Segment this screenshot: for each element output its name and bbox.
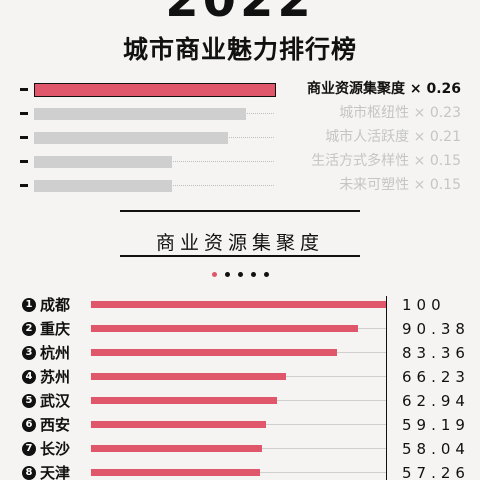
value-label: 100 (402, 296, 446, 314)
value-label: 57.26 (402, 464, 470, 480)
indicator-bar (34, 132, 228, 144)
section-divider-top (120, 210, 360, 212)
chart-row: 7 长沙 58.04 (0, 438, 480, 462)
value-label: 83.36 (402, 344, 470, 362)
chart-max-line (386, 296, 387, 480)
chart-leader-line (260, 472, 386, 473)
rank-badge: 2 (22, 322, 36, 336)
indicator-bar (34, 156, 172, 168)
year-heading: 2022 (165, 0, 315, 28)
city-label: 西安 (40, 416, 71, 434)
city-label: 成都 (40, 296, 71, 314)
rank-badge: 3 (22, 346, 36, 360)
indicator-row[interactable]: 未来可塑性 × 0.15 (0, 174, 480, 196)
rank-badge: 7 (22, 442, 36, 456)
city-label: 长沙 (40, 440, 71, 458)
indicator-row[interactable]: 生活方式多样性 × 0.15 (0, 150, 480, 172)
indicator-row[interactable]: 城市枢纽性 × 0.23 (0, 102, 480, 124)
chart-leader-line (277, 400, 386, 401)
chart-bar (91, 301, 386, 308)
indicator-dash (20, 88, 28, 91)
indicator-bar (34, 108, 246, 120)
indicator-label: 未来可塑性 × 0.15 (339, 177, 461, 193)
section-divider-bottom (120, 255, 360, 257)
chart-row: 5 武汉 62.94 (0, 390, 480, 414)
chart-row: 8 天津 57.26 (0, 462, 480, 480)
indicator-label: 生活方式多样性 × 0.15 (311, 153, 461, 169)
chart-row: 6 西安 59.19 (0, 414, 480, 438)
chart-row: 3 杭州 83.36 (0, 342, 480, 366)
pagination-dot[interactable] (211, 272, 217, 277)
city-label: 天津 (40, 464, 71, 480)
value-label: 58.04 (402, 440, 470, 458)
value-label: 59.19 (402, 416, 470, 434)
chart-bar (91, 469, 260, 476)
chart-leader-line (358, 328, 386, 329)
indicator-label: 城市枢纽性 × 0.23 (339, 105, 461, 121)
indicator-dash (20, 184, 28, 187)
pagination-dot[interactable] (237, 272, 243, 277)
chart-bar (91, 325, 358, 332)
page-title: 城市商业魅力排行榜 (122, 35, 357, 64)
city-label: 重庆 (40, 320, 71, 338)
chart-bar (91, 445, 262, 452)
pagination-dots (0, 262, 480, 281)
pagination-dot[interactable] (250, 272, 256, 277)
indicator-label: 商业资源集聚度 × 0.26 (306, 81, 461, 97)
chart-leader-line (286, 376, 386, 377)
value-label: 90.38 (402, 320, 470, 338)
indicator-dash (20, 160, 28, 163)
indicator-dash (20, 112, 28, 115)
chart-row: 2 重庆 90.38 (0, 318, 480, 342)
value-label: 66.23 (402, 368, 470, 386)
value-label: 62.94 (402, 392, 470, 410)
indicator-row[interactable]: 商业资源集聚度 × 0.26 (0, 78, 480, 100)
chart-bar (91, 349, 337, 356)
section-title: 商业资源集聚度 (155, 232, 324, 254)
chart-row: 1 成都 100 (0, 294, 480, 318)
rank-badge: 5 (22, 394, 36, 408)
rank-badge: 4 (22, 370, 36, 384)
chart-bar (91, 421, 266, 428)
chart-row: 4 苏州 66.23 (0, 366, 480, 390)
chart-bar (91, 373, 286, 380)
chart-leader-line (337, 352, 386, 353)
pagination-dot[interactable] (263, 272, 269, 277)
rank-badge: 6 (22, 418, 36, 432)
city-label: 武汉 (40, 392, 71, 410)
indicator-bar (34, 83, 276, 97)
pagination-dot[interactable] (224, 272, 230, 277)
city-label: 杭州 (40, 344, 71, 362)
rank-badge: 1 (22, 298, 36, 312)
indicator-dash (20, 136, 28, 139)
indicator-bar (34, 180, 172, 192)
indicator-row[interactable]: 城市人活跃度 × 0.21 (0, 126, 480, 148)
chart-leader-line (266, 424, 386, 425)
indicator-label: 城市人活跃度 × 0.21 (325, 129, 461, 145)
city-label: 苏州 (40, 368, 71, 386)
chart-bar (91, 397, 277, 404)
rank-badge: 8 (22, 466, 36, 480)
chart-leader-line (262, 448, 386, 449)
